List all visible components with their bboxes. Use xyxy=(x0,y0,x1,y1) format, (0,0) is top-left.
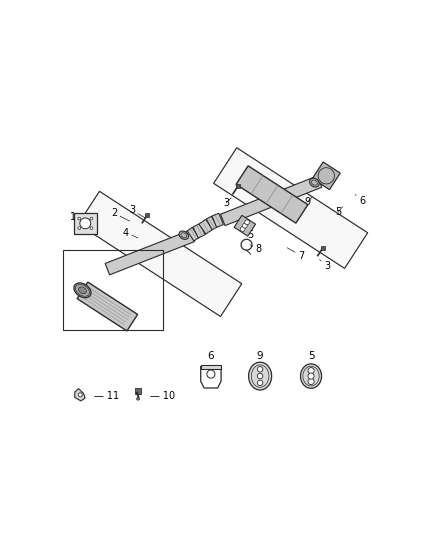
Polygon shape xyxy=(199,220,213,234)
Polygon shape xyxy=(206,216,217,230)
Text: 5: 5 xyxy=(244,230,253,240)
Polygon shape xyxy=(187,228,199,241)
Text: 2: 2 xyxy=(111,208,130,221)
Ellipse shape xyxy=(179,231,188,239)
Text: 5: 5 xyxy=(308,351,314,361)
Polygon shape xyxy=(312,162,340,190)
Circle shape xyxy=(80,218,91,229)
Circle shape xyxy=(243,223,247,228)
Text: 9: 9 xyxy=(257,351,263,361)
Polygon shape xyxy=(234,215,255,236)
Polygon shape xyxy=(212,213,223,227)
Circle shape xyxy=(78,393,82,397)
Ellipse shape xyxy=(300,364,321,389)
Ellipse shape xyxy=(74,283,91,298)
Text: 9: 9 xyxy=(184,233,192,244)
Circle shape xyxy=(258,380,263,385)
Polygon shape xyxy=(236,166,308,223)
Polygon shape xyxy=(105,230,194,275)
Circle shape xyxy=(308,373,314,379)
Circle shape xyxy=(78,227,81,229)
Ellipse shape xyxy=(249,362,272,390)
Text: 3: 3 xyxy=(223,198,231,208)
Text: 6: 6 xyxy=(208,351,214,361)
Text: 8: 8 xyxy=(250,245,261,254)
Ellipse shape xyxy=(310,178,319,187)
Text: 9: 9 xyxy=(304,197,312,207)
Text: 1: 1 xyxy=(71,212,85,222)
Bar xyxy=(63,251,163,330)
Circle shape xyxy=(240,227,245,231)
Polygon shape xyxy=(214,148,367,269)
Text: 7: 7 xyxy=(287,248,304,261)
Text: 3: 3 xyxy=(129,205,145,217)
Polygon shape xyxy=(78,191,242,317)
FancyBboxPatch shape xyxy=(74,213,97,233)
Circle shape xyxy=(90,227,93,229)
Text: 5: 5 xyxy=(335,207,343,217)
Circle shape xyxy=(308,368,314,374)
Circle shape xyxy=(245,220,249,225)
Text: 4: 4 xyxy=(123,228,138,238)
Circle shape xyxy=(308,378,314,385)
Circle shape xyxy=(207,370,215,378)
Circle shape xyxy=(258,374,263,379)
Polygon shape xyxy=(75,389,85,401)
Circle shape xyxy=(78,217,81,220)
Ellipse shape xyxy=(78,287,86,294)
Text: 3: 3 xyxy=(320,260,330,271)
Circle shape xyxy=(90,217,93,220)
Text: — 10: — 10 xyxy=(151,391,176,401)
Polygon shape xyxy=(77,282,138,331)
Circle shape xyxy=(137,398,139,400)
Text: — 11: — 11 xyxy=(94,391,119,401)
Text: 6: 6 xyxy=(355,195,365,206)
Circle shape xyxy=(258,367,263,372)
Polygon shape xyxy=(193,224,205,238)
Polygon shape xyxy=(220,176,322,225)
FancyBboxPatch shape xyxy=(201,365,221,369)
